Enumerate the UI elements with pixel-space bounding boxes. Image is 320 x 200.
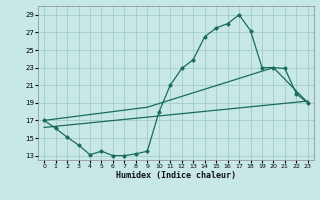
X-axis label: Humidex (Indice chaleur): Humidex (Indice chaleur) (116, 171, 236, 180)
